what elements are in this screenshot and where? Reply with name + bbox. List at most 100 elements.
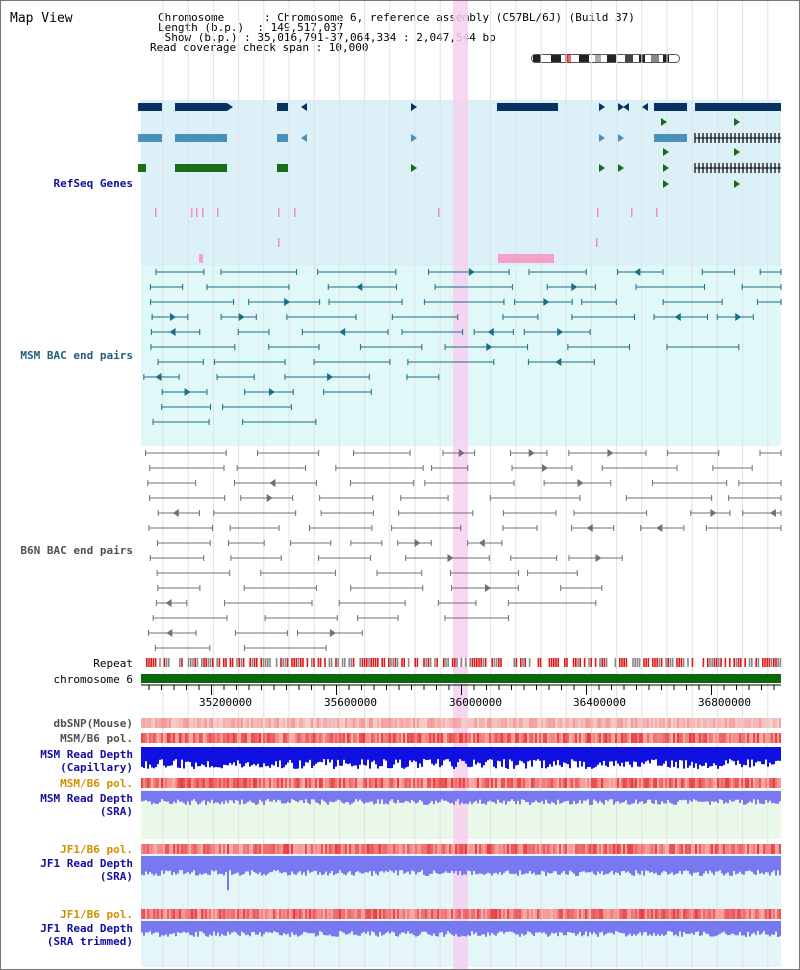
jf1-pol-cell — [477, 844, 479, 854]
msm-pol-sra-cell — [521, 778, 523, 788]
dbsnp-cell — [591, 718, 593, 728]
jf1-pol-cell — [521, 844, 523, 854]
jf1-depth-sra-bar — [367, 856, 369, 873]
msm-pol-cell — [473, 733, 475, 743]
msm-pol-sra-cell — [389, 778, 391, 788]
dbsnp-cell — [403, 718, 405, 728]
dbsnp-cell — [477, 718, 479, 728]
msm-depth-cap-bar — [537, 747, 539, 760]
jf1-pol-trim-cell — [147, 909, 149, 919]
jf1-depth-trim-bar — [741, 921, 743, 936]
msm-pol-sra-cell — [435, 778, 437, 788]
msm-depth-cap-bar — [481, 747, 483, 768]
jf1-depth-sra-bar — [425, 856, 427, 876]
jf1-depth-sra-bar — [361, 856, 363, 874]
msm-depth-cap-bar — [217, 747, 219, 768]
msm-depth-cap-bar — [675, 747, 677, 762]
repeat-mark — [586, 658, 588, 667]
msm-pol-sra-cell — [157, 778, 159, 788]
jf1-depth-sra-bar — [581, 856, 583, 872]
jf1-depth-trim-bar — [367, 921, 369, 932]
strand-arrow — [734, 118, 740, 126]
msm-depth-cap-bar — [301, 747, 303, 769]
dbsnp-cell — [475, 718, 477, 728]
jf1-depth-sra-bar — [263, 856, 265, 875]
jf1-pol-trim-cell — [697, 909, 699, 919]
dbsnp-cell — [281, 718, 283, 728]
msm-pol-cell — [737, 733, 739, 743]
refseq-pink-tick — [438, 208, 440, 217]
msm-depth-sra-bar — [619, 791, 621, 804]
msm-depth-sra-bar — [355, 791, 357, 800]
repeat-mark — [154, 658, 157, 667]
jf1-pol-trim-cell — [273, 909, 275, 919]
msm-depth-sra-bar — [497, 791, 499, 800]
jf1-depth-sra-bar — [761, 856, 763, 873]
msm-pol-sra-cell — [775, 778, 777, 788]
jf1-pol-trim-cell — [649, 909, 651, 919]
msm-depth-cap-bar — [329, 747, 331, 763]
jf1-depth-sra-bar — [739, 856, 741, 872]
msm-pol-cell — [629, 733, 631, 743]
msm-depth-sra-bar — [679, 791, 681, 800]
jf1-pol-cell — [375, 844, 377, 854]
jf1-pol-trim-cell — [531, 909, 533, 919]
msm-depth-cap-bar — [767, 747, 769, 767]
jf1-pol-cell — [293, 844, 295, 854]
jf1-depth-trim-bar — [455, 921, 457, 934]
repeat-mark — [526, 658, 529, 667]
jf1-depth-sra-bar — [185, 856, 187, 874]
gene-track-mid — [654, 134, 687, 142]
jf1-pol-trim-cell — [261, 909, 263, 919]
msm-pol-sra-cell — [263, 778, 265, 788]
msm-depth-sra-bar — [713, 791, 715, 802]
msm-pol-cell — [551, 733, 553, 743]
msm-pol-sra-cell — [621, 778, 623, 788]
jf1-pol-trim-cell — [373, 909, 375, 919]
msm-pol-sra-cell — [539, 778, 541, 788]
jf1-depth-sra-bar — [189, 856, 191, 875]
jf1-depth-trim-bar — [343, 921, 345, 933]
jf1-pol-cell — [379, 844, 381, 854]
msm-pol-cell — [605, 733, 607, 743]
jf1-pol-trim-cell — [163, 909, 165, 919]
msm-depth-cap-bar — [209, 747, 211, 768]
msm-depth-cap-bar — [663, 747, 665, 764]
msm-depth-cap-bar — [321, 747, 323, 763]
repeat-mark — [555, 658, 557, 667]
repeat-mark — [366, 658, 368, 667]
jf1-depth-trim-bar — [381, 921, 383, 936]
msm-depth-sra-bar — [683, 791, 685, 800]
jf1-depth-sra-bar — [201, 856, 203, 875]
msm-pol-sra-cell — [643, 778, 645, 788]
repeat-mark — [297, 658, 300, 667]
jf1-depth-sra-bar — [735, 856, 737, 875]
msm-depth-cap-bar — [391, 747, 393, 769]
msm-depth-sra-bar — [215, 791, 217, 803]
msm-depth-sra-bar — [499, 791, 501, 803]
msm-depth-cap-bar — [753, 747, 755, 767]
dbsnp-cell — [399, 718, 401, 728]
jf1-pol-trim-cell — [231, 909, 233, 919]
jf1-depth-trim-bar — [283, 921, 285, 934]
jf1-depth-trim-bar — [449, 921, 451, 934]
msm-depth-cap-bar — [615, 747, 617, 761]
jf1-depth-trim-bar — [329, 921, 331, 935]
msm-pol-sra-cell — [773, 778, 775, 788]
repeat-mark — [597, 658, 599, 667]
dbsnp-cell — [619, 718, 621, 728]
msm-pol-cell — [263, 733, 265, 743]
msm-pol-sra-cell — [567, 778, 569, 788]
jf1-pol-cell — [449, 844, 451, 854]
jf1-depth-sra-bar — [571, 856, 573, 872]
msm-pol-cell — [617, 733, 619, 743]
msm-depth-sra-bar — [511, 791, 513, 800]
jf1-depth-trim-bar — [631, 921, 633, 936]
msm-depth-cap-bar — [433, 747, 435, 766]
jf1-depth-sra-bar — [651, 856, 653, 872]
msm-depth-sra-bar — [297, 791, 299, 803]
jf1-depth-trim-bar — [761, 921, 763, 934]
strand-arrow — [169, 328, 176, 336]
msm-pol-cell — [411, 733, 413, 743]
